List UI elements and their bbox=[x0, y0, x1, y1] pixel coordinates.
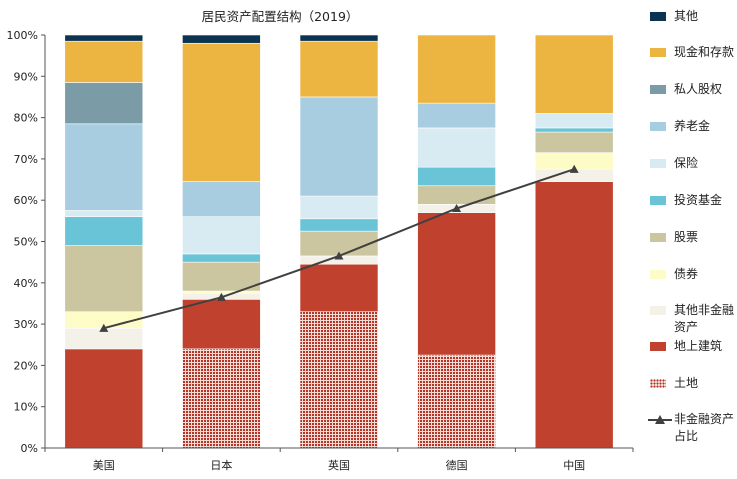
legend-swatch bbox=[650, 270, 666, 279]
y-tick-label: 50% bbox=[14, 236, 38, 249]
x-tick-label: 德国 bbox=[446, 458, 468, 472]
bar-segment bbox=[417, 34, 496, 104]
legend-label: 私人股权 bbox=[674, 82, 723, 96]
legend-swatch bbox=[650, 306, 666, 315]
bar-segment bbox=[299, 40, 379, 98]
line-point bbox=[334, 251, 344, 260]
y-tick-label: 0% bbox=[21, 442, 38, 455]
x-tick-label: 日本 bbox=[210, 458, 232, 472]
bar-segment bbox=[534, 127, 614, 133]
legend-swatch bbox=[650, 342, 666, 351]
bar-segment bbox=[417, 212, 496, 356]
y-tick-label: 70% bbox=[14, 153, 38, 166]
y-tick-label: 80% bbox=[14, 112, 38, 125]
bar-segment bbox=[64, 210, 144, 218]
legend-swatch bbox=[650, 122, 666, 131]
x-tick-label: 英国 bbox=[328, 458, 350, 472]
legend-label: 保险 bbox=[674, 156, 699, 170]
legend-swatch bbox=[650, 85, 666, 94]
legend-swatch bbox=[650, 196, 666, 205]
bar-segment bbox=[299, 311, 379, 449]
legend-swatch bbox=[650, 48, 666, 57]
bar-segment bbox=[182, 34, 261, 44]
bar-segment bbox=[182, 348, 261, 449]
bar-segment bbox=[182, 181, 261, 218]
y-tick-label: 40% bbox=[14, 277, 38, 290]
chart-title: 居民资产配置结构（2019） bbox=[201, 9, 359, 24]
y-tick-label: 30% bbox=[14, 318, 38, 331]
bar-segment bbox=[182, 42, 261, 182]
y-tick-label: 100% bbox=[7, 29, 38, 42]
legend-label: 土地 bbox=[674, 376, 699, 390]
line-point bbox=[569, 164, 579, 173]
legend-swatch bbox=[650, 159, 666, 168]
bar-segment bbox=[182, 261, 261, 292]
y-tick-label: 60% bbox=[14, 194, 38, 207]
bar-segment bbox=[417, 102, 496, 129]
bar-segment bbox=[417, 185, 496, 205]
bar-segment bbox=[299, 96, 379, 197]
legend-label: 现金和存款 bbox=[674, 45, 735, 59]
bar-segment bbox=[534, 131, 614, 154]
legend-label: 地上建筑 bbox=[674, 339, 723, 353]
bar-segment bbox=[64, 123, 144, 211]
bar-segment bbox=[64, 245, 144, 313]
line-point bbox=[216, 292, 226, 301]
legend-swatch bbox=[650, 233, 666, 242]
legend-label: 养老金 bbox=[674, 119, 711, 133]
bar-segment bbox=[64, 348, 144, 449]
y-tick-label: 10% bbox=[14, 401, 38, 414]
bar-segment bbox=[64, 82, 144, 125]
bar-segment bbox=[299, 218, 379, 232]
legend-line-icon bbox=[648, 415, 672, 424]
bar-segment bbox=[534, 181, 614, 449]
bar-segment bbox=[64, 40, 144, 83]
line-point bbox=[99, 323, 109, 332]
x-tick-label: 中国 bbox=[563, 459, 585, 472]
bar-segment bbox=[534, 113, 614, 129]
bar-segment bbox=[182, 253, 261, 263]
bar-segment bbox=[534, 34, 614, 114]
bar-segment bbox=[299, 263, 379, 313]
x-tick-label: 美国 bbox=[93, 459, 115, 472]
legend-label: 其他非金融资产 bbox=[674, 303, 735, 334]
bar-segment bbox=[64, 216, 144, 246]
bar-segment bbox=[64, 34, 144, 42]
legend-swatch bbox=[650, 12, 666, 21]
chart-plot: 0% 10% 20% 30% 40% 50% 60% 70% 80% 90% 100% 美国 日本 英国 德… bbox=[7, 29, 634, 472]
bar-segment bbox=[182, 216, 261, 255]
legend-label: 股票 bbox=[674, 230, 699, 244]
legend-label: 非金融资产占比 bbox=[674, 412, 735, 443]
bar-segment bbox=[182, 299, 261, 350]
y-tick-label: 20% bbox=[14, 359, 38, 372]
bar-segment bbox=[299, 34, 379, 42]
bar-segment bbox=[299, 195, 379, 220]
y-tick-label: 90% bbox=[14, 70, 38, 83]
legend-label: 其他 bbox=[674, 9, 699, 23]
legend-label: 投资基金 bbox=[674, 193, 723, 207]
bar-segment bbox=[417, 127, 496, 168]
legend-label: 债券 bbox=[674, 267, 699, 281]
line-point bbox=[452, 203, 462, 213]
bar-segment bbox=[417, 354, 496, 449]
bar-segment bbox=[417, 166, 496, 187]
legend-swatch bbox=[650, 379, 666, 388]
